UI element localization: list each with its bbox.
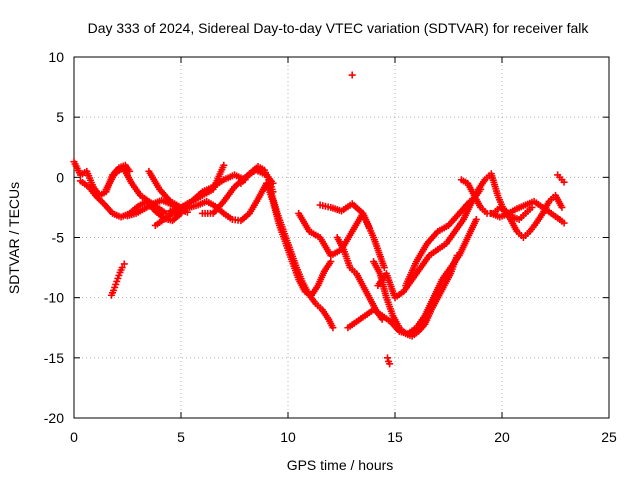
y-tick-label: -5	[52, 230, 65, 246]
grid	[74, 57, 609, 418]
series-evening-b	[468, 170, 566, 241]
data-point	[472, 215, 480, 223]
series-peak-cluster	[237, 163, 277, 196]
x-tick-label: 5	[177, 429, 185, 445]
data-marks	[70, 71, 568, 368]
x-tick-label: 20	[494, 429, 510, 445]
data-point	[365, 224, 373, 232]
data-point	[560, 178, 568, 186]
y-tick-label: 10	[48, 49, 64, 65]
x-tick-label: 10	[280, 429, 296, 445]
y-tick-label: -15	[44, 350, 64, 366]
data-point	[380, 264, 388, 272]
series-mid-day-b	[316, 200, 373, 232]
series-recovery-a	[374, 185, 485, 302]
axis-ticks: 0 5 10 15 20 25 -20 -15 -10 -5 0 5 10	[44, 49, 617, 445]
series-outlier-high	[348, 71, 356, 79]
data-point	[220, 161, 228, 169]
y-axis-label: SDTVAR / TECUs	[6, 182, 22, 294]
series-early-isolated	[107, 260, 128, 299]
series-recovery-b	[402, 197, 474, 290]
x-tick-label: 0	[70, 429, 78, 445]
series-mid-morning-c	[166, 171, 249, 215]
x-axis-label: GPS time / hours	[287, 457, 394, 473]
data-point	[384, 354, 392, 362]
y-tick-label: -20	[44, 410, 64, 426]
series-decline-b	[267, 188, 337, 332]
x-tick-label: 25	[601, 429, 617, 445]
chart-title: Day 333 of 2024, Sidereal Day-to-day VTE…	[88, 20, 590, 36]
data-point	[120, 260, 128, 268]
x-tick-label: 15	[387, 429, 403, 445]
series-evening-d	[554, 171, 568, 186]
data-point	[327, 258, 335, 266]
y-tick-label: 5	[56, 109, 64, 125]
data-point	[329, 324, 337, 332]
series-outlier-low	[384, 354, 394, 368]
series-night-wall	[344, 215, 480, 338]
data-point	[558, 203, 566, 211]
y-tick-label: -10	[44, 290, 64, 306]
data-point	[348, 71, 356, 79]
data-point	[560, 219, 568, 227]
data-point	[118, 264, 126, 272]
y-tick-label: 0	[56, 169, 64, 185]
data-point	[386, 360, 394, 368]
series-evening-c	[487, 197, 568, 227]
